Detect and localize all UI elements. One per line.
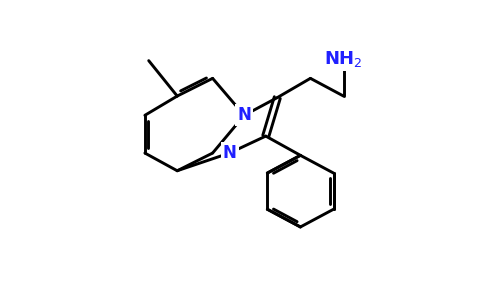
Text: NH$_2$: NH$_2$: [324, 49, 363, 69]
Text: N: N: [237, 106, 251, 124]
Text: N: N: [223, 144, 237, 162]
